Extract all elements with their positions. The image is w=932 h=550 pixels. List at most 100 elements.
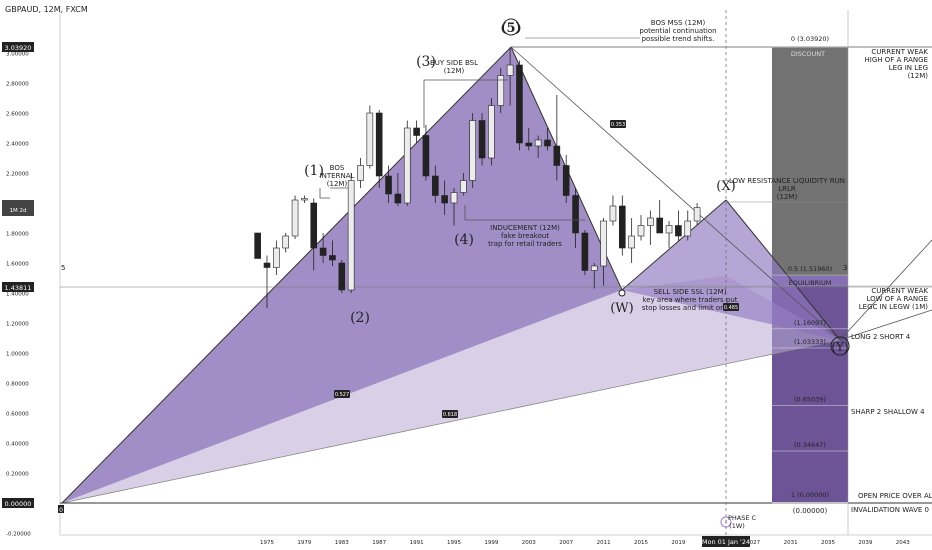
candle-body <box>441 195 448 204</box>
candle-body <box>291 199 299 237</box>
wave-x-label: (X) <box>716 179 735 194</box>
candle <box>637 215 645 241</box>
y-tick-label: 2.20000 <box>6 172 29 178</box>
candle <box>431 165 439 203</box>
candle-body <box>450 192 458 204</box>
candle-body <box>581 232 589 271</box>
wave-y-label: (Y) <box>831 340 848 354</box>
wave-5-label: (5) <box>500 21 521 36</box>
candle-body <box>516 64 523 144</box>
price-tag-current: 1M 2d 1.43811 <box>2 200 34 292</box>
candle-body <box>647 217 654 226</box>
ratio-1-text: 0.353 <box>611 122 625 128</box>
candle-body <box>506 64 514 76</box>
y-tick-label: 0.80000 <box>6 382 29 388</box>
x-tick-label: 2027 <box>746 540 760 546</box>
candle <box>282 233 290 253</box>
candle <box>319 233 327 263</box>
wave-5-marker <box>502 18 520 36</box>
bos-mss-line-1: BOS MSS (12M) <box>651 19 706 27</box>
fib-levels: 0 (3.03920) 0.5 (1.51960) (1.16097) (1.0333… <box>772 35 848 504</box>
candle-body <box>273 247 280 268</box>
fib-zone-equilibrium <box>772 276 848 286</box>
extension-up <box>839 239 932 341</box>
price-tag-high: 3.03920 <box>2 42 34 52</box>
candle <box>375 110 383 188</box>
y-tick-label: 1.60000 <box>6 262 29 268</box>
candle <box>600 218 607 286</box>
candle <box>450 188 458 226</box>
x-tick-label: 1983 <box>335 540 349 546</box>
candle <box>675 210 682 241</box>
wave-2-label: (2) <box>350 310 370 326</box>
candle <box>534 135 542 158</box>
price-tag-zero-bg <box>2 498 34 508</box>
candle <box>684 210 692 241</box>
lightning-icon: ⚡ <box>724 519 729 527</box>
candle <box>478 113 486 166</box>
y-tick-label: 1.40000 <box>6 292 29 298</box>
candle <box>273 240 280 275</box>
candle-body <box>263 262 271 268</box>
ratio-2-text: 0.527 <box>335 392 349 398</box>
wave-3-label: (3) <box>416 54 436 70</box>
candle-body <box>684 220 692 237</box>
price-tag-high-text: 3.03920 <box>5 44 32 52</box>
candle-body <box>254 232 261 259</box>
weak-high-line-3: LEG IN LEG <box>889 64 928 72</box>
candle <box>656 200 664 234</box>
candle <box>562 155 570 203</box>
x-tick-label: 2007 <box>559 540 573 546</box>
candle <box>291 195 299 239</box>
candle <box>628 218 635 263</box>
candle-body <box>628 235 635 249</box>
note-open-price: OPEN PRICE OVER ALL (M) <box>858 492 932 500</box>
x-axis-ticks: 1975 1979 1983 1987 1991 1995 1999 2003 2007 2011… <box>260 540 910 546</box>
candle <box>469 113 477 188</box>
leg-5-y <box>510 46 841 341</box>
inducement-line-2: fake breakout <box>501 232 549 240</box>
wave-w-label: (W) <box>610 301 634 316</box>
candle <box>572 188 579 248</box>
candle <box>385 165 392 203</box>
bsl-line-1: BUY SIDE BSL <box>430 59 478 67</box>
ratio-badge-3: 0.618 <box>442 410 458 418</box>
candle <box>647 210 654 245</box>
candle <box>366 105 374 169</box>
note-sharp-shallow: SHARP 2 SHALLOW 4 <box>851 408 925 416</box>
x-tick-label: 2031 <box>784 540 798 546</box>
inducement-line-1: INDUCEMENT (12M) <box>490 224 560 232</box>
ratio-4-text: 0.485 <box>724 305 738 311</box>
candle <box>506 48 514 106</box>
candle <box>347 173 355 293</box>
bos-mss-line-2: potential continuation <box>639 27 716 35</box>
weak-high-line-2: HIGH OF A RANGE <box>865 56 928 64</box>
candle <box>394 173 402 206</box>
candle <box>441 180 448 215</box>
candle-body <box>366 112 374 166</box>
candle <box>329 240 336 266</box>
fib-level-label: (1.16097) <box>794 319 826 327</box>
candle-body <box>394 193 402 204</box>
candle-body <box>525 142 533 147</box>
candle <box>403 120 411 206</box>
x-tick-label: 2003 <box>522 540 536 546</box>
weak-low-line-1: CURRENT WEAK <box>871 287 928 295</box>
candle-body <box>301 198 308 201</box>
x-tick-label: 2043 <box>896 540 910 546</box>
candles[interactable] <box>254 48 701 309</box>
wave-triangle-lower <box>62 290 840 503</box>
y-tick-label: 2.80000 <box>6 82 29 88</box>
y-tick-label: 0.40000 <box>6 442 29 448</box>
y-axis-ticks: -0.20000 0.00000 0.20000 0.40000 0.60000 0.80… <box>6 52 31 538</box>
time-cursor-bg <box>702 536 750 547</box>
x-tick-label: 2011 <box>597 540 611 546</box>
phase-c-line-2: (1W) <box>729 522 745 530</box>
ratio-badge-2: 0.527 <box>334 390 350 398</box>
weak-low-line-3: LEGC IN LEGW (1M) <box>859 303 929 311</box>
bos-mss-line-3: possible trend shifts. <box>642 35 715 43</box>
candle-body <box>675 225 682 237</box>
x-tick-label: 1995 <box>447 540 461 546</box>
candle-body <box>422 135 430 177</box>
